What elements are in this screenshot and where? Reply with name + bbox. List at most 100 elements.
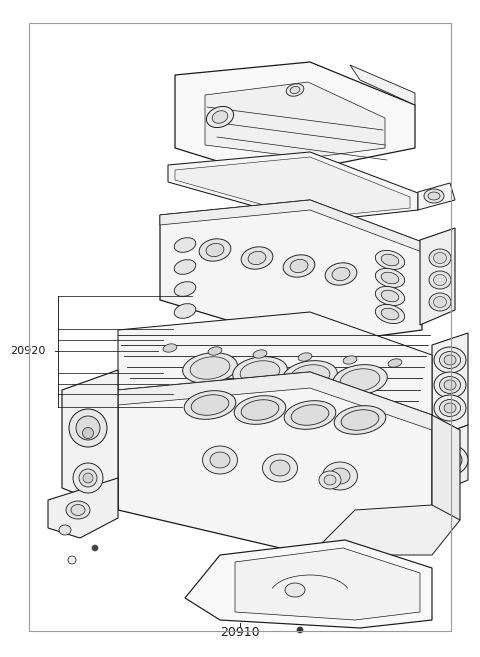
- Ellipse shape: [83, 428, 94, 438]
- Polygon shape: [160, 200, 422, 345]
- Ellipse shape: [324, 475, 336, 485]
- Ellipse shape: [92, 545, 98, 551]
- Polygon shape: [175, 157, 410, 218]
- Ellipse shape: [340, 369, 380, 391]
- Ellipse shape: [184, 391, 236, 419]
- Polygon shape: [235, 548, 420, 620]
- Ellipse shape: [341, 410, 379, 430]
- Ellipse shape: [319, 471, 341, 489]
- Ellipse shape: [381, 308, 399, 320]
- Ellipse shape: [83, 473, 93, 483]
- Polygon shape: [118, 312, 432, 435]
- Ellipse shape: [241, 399, 279, 420]
- Ellipse shape: [297, 627, 303, 633]
- Ellipse shape: [283, 255, 315, 277]
- Ellipse shape: [343, 356, 357, 364]
- Ellipse shape: [375, 250, 405, 269]
- Ellipse shape: [440, 399, 460, 417]
- Ellipse shape: [438, 450, 462, 470]
- Polygon shape: [185, 540, 432, 628]
- Ellipse shape: [79, 469, 97, 487]
- Ellipse shape: [240, 361, 280, 383]
- Ellipse shape: [290, 260, 308, 273]
- Polygon shape: [350, 65, 415, 105]
- Polygon shape: [175, 62, 415, 170]
- Ellipse shape: [375, 269, 405, 288]
- Polygon shape: [418, 183, 455, 210]
- Ellipse shape: [174, 238, 196, 252]
- Ellipse shape: [284, 401, 336, 429]
- Ellipse shape: [68, 556, 76, 564]
- Ellipse shape: [434, 372, 466, 398]
- Ellipse shape: [325, 263, 357, 285]
- Ellipse shape: [241, 247, 273, 269]
- Ellipse shape: [190, 357, 230, 379]
- Ellipse shape: [444, 403, 456, 413]
- Bar: [29, 23, 451, 631]
- Ellipse shape: [330, 468, 350, 484]
- Ellipse shape: [285, 583, 305, 597]
- Polygon shape: [118, 372, 432, 430]
- Ellipse shape: [73, 463, 103, 493]
- Ellipse shape: [191, 395, 229, 415]
- Ellipse shape: [290, 365, 330, 387]
- Ellipse shape: [163, 344, 177, 352]
- Ellipse shape: [429, 293, 451, 311]
- Polygon shape: [205, 82, 385, 158]
- Ellipse shape: [283, 361, 337, 392]
- Ellipse shape: [290, 86, 300, 93]
- Polygon shape: [432, 333, 468, 438]
- Ellipse shape: [443, 455, 457, 466]
- Ellipse shape: [429, 249, 451, 267]
- Ellipse shape: [432, 445, 468, 475]
- Ellipse shape: [183, 353, 237, 383]
- Ellipse shape: [440, 351, 460, 369]
- Ellipse shape: [234, 396, 286, 424]
- Ellipse shape: [440, 376, 460, 394]
- Ellipse shape: [174, 282, 196, 296]
- Ellipse shape: [444, 380, 456, 390]
- Ellipse shape: [210, 452, 230, 468]
- Polygon shape: [432, 415, 460, 535]
- Ellipse shape: [333, 365, 387, 396]
- Ellipse shape: [206, 106, 234, 127]
- Ellipse shape: [199, 238, 231, 261]
- Ellipse shape: [375, 304, 405, 323]
- Text: 20920: 20920: [11, 346, 46, 357]
- Ellipse shape: [444, 355, 456, 365]
- Ellipse shape: [206, 243, 224, 257]
- Ellipse shape: [332, 267, 350, 281]
- Ellipse shape: [263, 454, 298, 482]
- Ellipse shape: [69, 409, 107, 447]
- Ellipse shape: [291, 405, 329, 425]
- Ellipse shape: [434, 347, 466, 373]
- Polygon shape: [432, 425, 468, 495]
- Ellipse shape: [433, 296, 446, 307]
- Ellipse shape: [433, 252, 446, 263]
- Ellipse shape: [428, 192, 440, 200]
- Polygon shape: [420, 228, 455, 325]
- Ellipse shape: [286, 83, 304, 96]
- Polygon shape: [310, 505, 460, 555]
- Ellipse shape: [208, 347, 222, 355]
- Ellipse shape: [66, 501, 90, 519]
- Ellipse shape: [434, 395, 466, 421]
- Ellipse shape: [433, 275, 446, 286]
- Ellipse shape: [174, 260, 196, 275]
- Ellipse shape: [248, 252, 266, 265]
- Ellipse shape: [375, 286, 405, 306]
- Ellipse shape: [334, 405, 386, 434]
- Text: 20910: 20910: [220, 625, 260, 639]
- Polygon shape: [118, 372, 432, 555]
- Ellipse shape: [76, 416, 100, 440]
- Ellipse shape: [212, 111, 228, 124]
- Ellipse shape: [323, 462, 358, 490]
- Polygon shape: [160, 200, 422, 252]
- Ellipse shape: [381, 290, 399, 302]
- Ellipse shape: [203, 446, 238, 474]
- Polygon shape: [48, 478, 118, 538]
- Ellipse shape: [270, 460, 290, 476]
- Polygon shape: [62, 370, 118, 510]
- Ellipse shape: [233, 357, 288, 388]
- Ellipse shape: [381, 272, 399, 284]
